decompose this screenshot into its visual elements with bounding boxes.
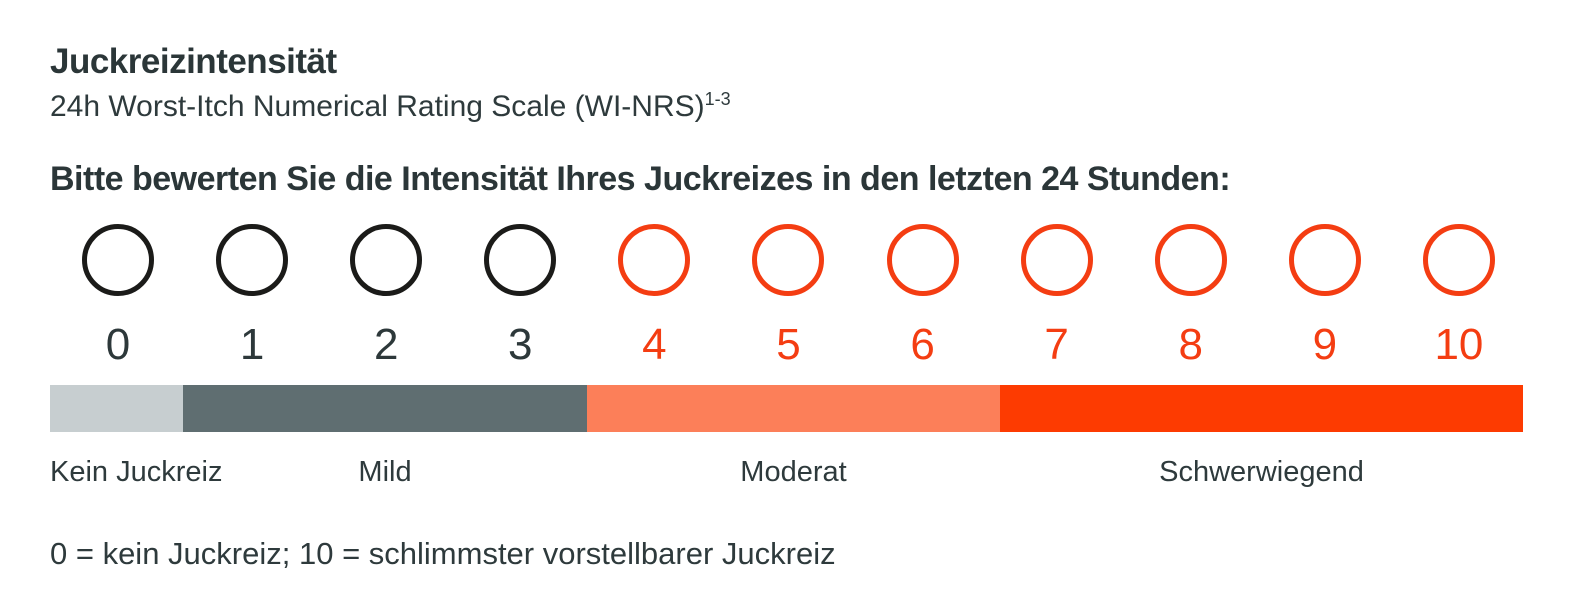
rating-circle-7[interactable]	[1020, 224, 1093, 296]
rating-number-3: 3	[508, 320, 533, 369]
rating-circle-0[interactable]	[82, 224, 154, 296]
page-title: Juckreizintensität	[50, 42, 337, 81]
rating-circles-row	[82, 224, 1495, 296]
severity-label-kein-juckreiz: Kein Juckreiz	[50, 456, 223, 488]
rating-prompt: Bitte bewerten Sie die Intensität Ihres …	[50, 160, 1231, 198]
severity-bar	[50, 385, 1523, 432]
severity-labels-row: Kein Juckreiz Mild Moderat Schwerwiegend	[50, 456, 1523, 496]
rating-circle-1[interactable]	[216, 224, 289, 296]
rating-number-7: 7	[1044, 320, 1069, 369]
rating-number-10: 10	[1434, 320, 1484, 369]
rating-circle-9[interactable]	[1288, 224, 1361, 296]
rating-number-4: 4	[642, 320, 667, 369]
severity-label-mild: Mild	[358, 456, 412, 488]
severity-segment-kein-juckreiz	[50, 385, 183, 432]
rating-circle-2[interactable]	[350, 224, 423, 296]
rating-number-2: 2	[373, 320, 399, 369]
rating-number-6: 6	[910, 320, 935, 369]
subtitle: 24h Worst-Itch Numerical Rating Scale (W…	[50, 90, 731, 124]
rating-number-9: 9	[1312, 320, 1338, 369]
rating-number-1: 1	[239, 320, 265, 369]
rating-number-8: 8	[1178, 320, 1203, 369]
rating-number-0: 0	[105, 320, 131, 369]
rating-circle-3[interactable]	[484, 224, 557, 296]
severity-segment-moderat	[587, 385, 1000, 432]
subtitle-reference-superscript: 1-3	[704, 89, 731, 109]
rating-circle-4[interactable]	[618, 224, 691, 296]
severity-segment-schwerwiegend	[1000, 385, 1523, 432]
rating-circle-6[interactable]	[886, 224, 959, 296]
rating-numbers-row: 0 1 2 3 4 5 6 7 8 9 10	[82, 323, 1495, 367]
severity-label-schwerwiegend: Schwerwiegend	[1159, 456, 1364, 488]
severity-label-moderat: Moderat	[740, 456, 847, 488]
subtitle-text: 24h Worst-Itch Numerical Rating Scale (W…	[50, 90, 705, 123]
rating-number-5: 5	[776, 320, 801, 369]
scale-legend-footnote: 0 = kein Juckreiz; 10 = schlimmster vors…	[50, 536, 836, 571]
rating-circle-10[interactable]	[1422, 224, 1495, 296]
rating-circle-5[interactable]	[752, 224, 825, 296]
rating-circle-8[interactable]	[1154, 224, 1227, 296]
severity-segment-mild	[183, 385, 587, 432]
